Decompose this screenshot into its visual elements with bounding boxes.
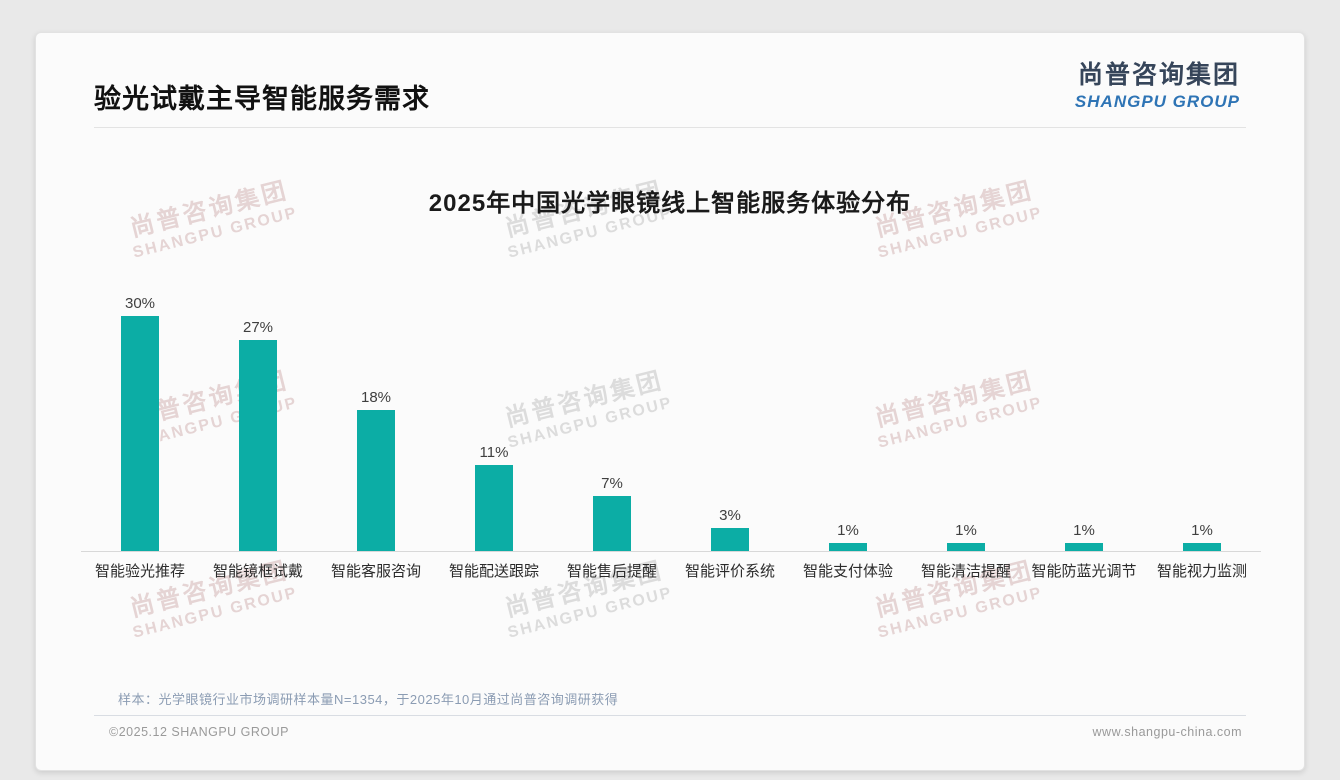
bar-value-label: 3% (719, 506, 741, 524)
chart-title: 2025年中国光学眼镜线上智能服务体验分布 (428, 190, 912, 217)
bar-column: 11% (435, 287, 553, 551)
bar-value-label: 7% (601, 475, 623, 493)
bar (357, 410, 395, 551)
category-axis: 智能验光推荐 智能镜框试戴 智能客服咨询 智能配送跟踪 智能售后提醒 智能评价系统 智能支付… (81, 560, 1261, 581)
bar-column: 7% (553, 287, 671, 551)
logo-cn-text: 尚普咨询集团 (1077, 61, 1240, 89)
bar (475, 464, 513, 551)
category-label: 智能售后提醒 (566, 563, 657, 580)
category-label: 智能验光推荐 (94, 563, 185, 580)
company-logo: 尚普咨询集团 SHANGPU GROUP (1075, 55, 1240, 112)
bar-value-label: 30% (124, 295, 156, 312)
logo-en-text: SHANGPU GROUP (1074, 92, 1240, 111)
category-label: 智能清洁提醒 (920, 563, 1011, 580)
bar (239, 339, 277, 551)
category-label: 智能评价系统 (684, 563, 775, 580)
bar-column: 1% (1143, 287, 1261, 551)
category-label: 智能防蓝光调节 (1031, 563, 1137, 580)
bar-column: 1% (907, 287, 1025, 551)
footer-divider (94, 715, 1246, 716)
bar (121, 316, 159, 551)
bar-column: 18% (317, 287, 435, 551)
sample-note: 样本：光学眼镜行业市场调研样本量N=1354，于2025年10月通过尚普咨询调研… (118, 692, 619, 707)
header-divider (94, 127, 1246, 128)
category-label: 智能客服咨询 (330, 563, 421, 580)
category-label: 智能视力监测 (1156, 563, 1247, 580)
bar-column: 30% (81, 287, 199, 551)
bar-value-label: 11% (479, 443, 509, 461)
bar (1065, 543, 1103, 551)
bar-chart: 30% 27% 18% 11% 7% 3% 1% 1% 1% 1% (81, 287, 1261, 552)
bar (829, 543, 867, 551)
bar-column: 1% (1025, 287, 1143, 551)
bar (593, 496, 631, 551)
bar-column: 3% (671, 287, 789, 551)
bar (1183, 543, 1221, 551)
category-label: 智能配送跟踪 (448, 563, 539, 580)
bar-column: 27% (199, 287, 317, 551)
website-url: www.shangpu-china.com (1092, 725, 1242, 739)
bar-value-label: 1% (955, 522, 977, 540)
bar (711, 527, 749, 551)
bar-value-label: 1% (837, 522, 859, 540)
bar-value-label: 1% (1191, 522, 1213, 540)
bar-column: 1% (789, 287, 907, 551)
copyright-text: ©2025.12 SHANGPU GROUP (109, 725, 289, 739)
bar (947, 543, 985, 551)
bar-value-label: 27% (242, 318, 274, 336)
bar-value-label: 18% (360, 389, 392, 406)
page-title: 验光试戴主导智能服务需求 (94, 84, 430, 114)
slide-card: 尚普咨询集团 SHANGPU GROUP 尚普咨询集团 SHANGPU GROUP 尚普… (35, 32, 1305, 771)
bar-value-label: 1% (1073, 522, 1095, 540)
category-label: 智能支付体验 (802, 563, 893, 580)
category-label: 智能镜框试戴 (212, 563, 303, 580)
